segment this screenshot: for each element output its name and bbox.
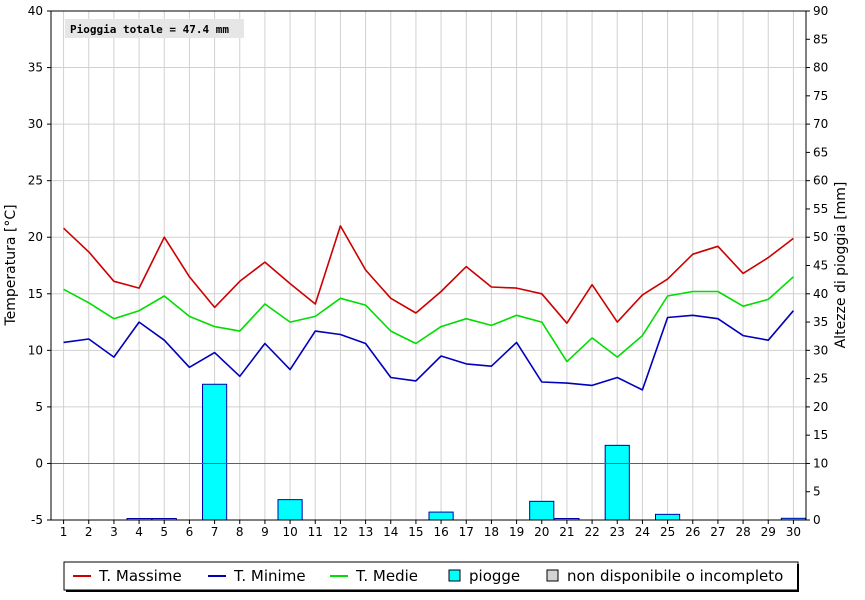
y-right-tick-label: 45 [813, 259, 828, 273]
y-right-tick-label: 70 [813, 117, 828, 131]
x-tick-label: 1 [60, 525, 68, 539]
y-right-tick-label: 30 [813, 343, 828, 357]
y-right-ticks: 0 5 10 15 20 25 30 35 40 45 50 55 60 65 70 75 80 85 90 [806, 4, 828, 527]
legend-label: piogge [469, 567, 520, 585]
legend-label: T. Massime [98, 567, 182, 585]
y-right-tick-label: 80 [813, 61, 828, 75]
temperature-lines [63, 225, 795, 391]
y-right-tick-label: 0 [813, 513, 821, 527]
total-rain-annotation: Pioggia totale = 47.4 mm [65, 19, 244, 38]
x-tick-label: 6 [186, 525, 194, 539]
x-tick-label: 28 [735, 525, 750, 539]
series-line-t-massime [63, 225, 794, 325]
x-tick-label: 24 [635, 525, 650, 539]
x-tick-label: 21 [559, 525, 574, 539]
rain-bar [604, 444, 630, 521]
x-tick-label: 26 [685, 525, 700, 539]
x-tick-label: 3 [110, 525, 118, 539]
x-tick-label: 10 [282, 525, 297, 539]
x-tick-label: 20 [534, 525, 549, 539]
series-line-t-medie [63, 276, 794, 363]
y-right-tick-label: 10 [813, 456, 828, 470]
y-right-tick-label: 60 [813, 174, 828, 188]
y-left-ticks: -5 0 5 10 15 20 25 30 35 40 [28, 4, 51, 527]
x-tick-label: 8 [236, 525, 244, 539]
x-tick-label: 27 [710, 525, 725, 539]
total-rain-text: Pioggia totale = 47.4 mm [70, 23, 229, 36]
x-tick-label: 12 [333, 525, 348, 539]
legend-item: piogge [448, 567, 520, 585]
x-tick-label: 16 [433, 525, 448, 539]
rain-bar [277, 499, 303, 521]
y-right-tick-label: 90 [813, 4, 828, 18]
x-tick-label: 11 [308, 525, 323, 539]
x-tick-label: 9 [261, 525, 269, 539]
x-tick-label: 13 [358, 525, 373, 539]
legend-box-swatch [448, 569, 461, 582]
y-left-tick-label: 30 [28, 117, 43, 131]
legend-item: T. Massime [73, 567, 182, 585]
y-right-tick-label: 5 [813, 485, 821, 499]
x-tick-label: 25 [660, 525, 675, 539]
x-tick-label: 14 [383, 525, 398, 539]
rain-bar [529, 500, 555, 521]
y-left-tick-label: 15 [28, 287, 43, 301]
x-tick-label: 2 [85, 525, 93, 539]
rain-bar [202, 383, 228, 521]
y-left-tick-label: 40 [28, 4, 43, 18]
y-right-tick-label: 50 [813, 230, 828, 244]
y-left-tick-label: 5 [35, 400, 43, 414]
y-left-tick-label: 25 [28, 174, 43, 188]
x-tick-label: 18 [484, 525, 499, 539]
legend: T. Massime T. Minime T. Medie piogge non dis… [63, 561, 799, 592]
x-tick-label: 29 [761, 525, 776, 539]
legend-label: non disponibile o incompleto [567, 567, 783, 585]
y-right-tick-label: 20 [813, 400, 828, 414]
legend-label: T. Minime [233, 567, 306, 585]
x-tick-label: 30 [786, 525, 801, 539]
y-right-tick-label: 55 [813, 202, 828, 216]
rain-bar [655, 513, 681, 521]
x-tick-label: 23 [610, 525, 625, 539]
y-right-tick-label: 40 [813, 287, 828, 301]
y-right-tick-label: 25 [813, 372, 828, 386]
y-left-tick-label: 20 [28, 230, 43, 244]
legend-item: non disponibile o incompleto [546, 567, 783, 585]
legend-label: T. Medie [355, 567, 418, 585]
y-left-tick-label: -5 [31, 513, 43, 527]
y-left-axis-title: Temperatura [°C] [3, 204, 19, 326]
plot-area [51, 11, 806, 520]
x-tick-label: 17 [459, 525, 474, 539]
legend-item: T. Medie [330, 567, 418, 585]
y-right-axis-title: Altezze di pioggia [mm] [833, 182, 849, 349]
x-tick-label: 7 [211, 525, 219, 539]
x-tick-label: 22 [584, 525, 599, 539]
x-axis-ticks: 1 2 3 4 5 6 7 8 9 10 11 12 13 14 15 16 17 18 19 20 21 22 23 24 2… [60, 520, 801, 539]
x-tick-label: 5 [160, 525, 168, 539]
series-line-t-minime [63, 310, 795, 391]
x-tick-label: 19 [509, 525, 524, 539]
y-right-tick-label: 75 [813, 89, 828, 103]
y-right-tick-label: 15 [813, 428, 828, 442]
y-right-tick-label: 35 [813, 315, 828, 329]
y-left-tick-label: 35 [28, 61, 43, 75]
legend-box-swatch [546, 569, 559, 582]
legend-item: T. Minime [208, 567, 306, 585]
x-tick-label: 15 [408, 525, 423, 539]
y-left-tick-label: 10 [28, 343, 43, 357]
rain-bar [428, 511, 454, 521]
y-left-tick-label: 0 [35, 456, 43, 470]
y-right-tick-label: 85 [813, 32, 828, 46]
y-right-tick-label: 65 [813, 145, 828, 159]
x-tick-label: 4 [135, 525, 143, 539]
